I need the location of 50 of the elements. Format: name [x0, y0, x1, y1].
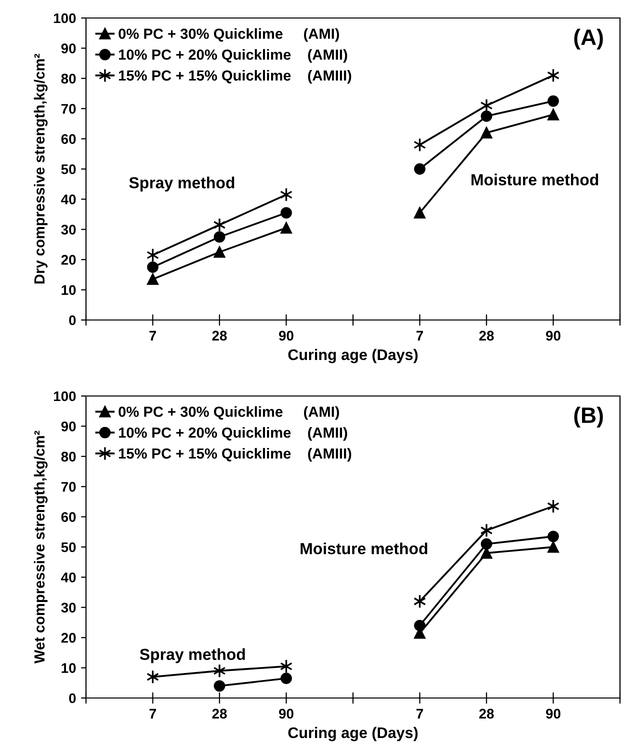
x-axis-title: Curing age (Days)	[288, 726, 418, 742]
x-tick-label: 7	[149, 330, 156, 340]
y-tick-label: 90	[61, 44, 76, 54]
annotation: (B)	[574, 406, 603, 428]
x-axis-title: Curing age (Days)	[288, 348, 418, 364]
x-tick-label: 7	[416, 708, 423, 718]
annotation: (A)	[574, 28, 603, 50]
legend-label: 15% PC + 15% Quicklime (AMIII)	[119, 70, 352, 84]
y-tick-label: 10	[62, 663, 76, 673]
y-tick-label: 100	[54, 391, 76, 402]
x-tick-label: 28	[479, 708, 494, 719]
y-tick-label: 60	[61, 134, 76, 144]
y-tick-label: 80	[61, 74, 76, 84]
y-tick-label: 30	[61, 224, 76, 235]
y-tick-label: 100	[54, 13, 76, 24]
y-tick-label: 40	[61, 194, 76, 204]
y-tick-label: 10	[62, 285, 76, 295]
y-axis-title: Wet compressive strength,kg/cm²	[34, 430, 48, 664]
legend-label: 0% PC + 30% Quicklime (AMI)	[118, 28, 340, 42]
annotation: Moisture method	[300, 542, 428, 554]
x-tick-label: 7	[416, 330, 423, 340]
y-tick-label: 20	[61, 632, 76, 643]
y-tick-label: 0	[69, 693, 76, 704]
annotation: Spray method	[140, 648, 245, 664]
legend-label: 10% PC + 20% Quicklime (AMII)	[119, 427, 348, 441]
y-tick-label: 40	[61, 572, 76, 582]
x-tick-label: 7	[149, 708, 156, 718]
x-tick-label: 90	[279, 330, 294, 341]
legend-label: 10% PC + 20% Quicklime (AMII)	[119, 49, 348, 63]
x-tick-label: 28	[212, 708, 227, 719]
legend-label: 15% PC + 15% Quicklime (AMIII)	[119, 448, 352, 462]
annotation: Spray method	[129, 176, 234, 192]
y-tick-label: 0	[69, 315, 76, 326]
y-tick-label: 30	[61, 602, 76, 613]
y-tick-label: 50	[61, 542, 76, 552]
x-tick-label: 90	[279, 708, 294, 719]
y-tick-label: 90	[61, 422, 76, 432]
legend-label: 0% PC + 30% Quicklime (AMI)	[118, 406, 340, 420]
y-tick-label: 70	[61, 482, 76, 492]
x-tick-label: 28	[212, 330, 227, 341]
y-tick-label: 60	[61, 512, 76, 522]
y-tick-label: 70	[61, 104, 76, 114]
annotation: Moisture method	[472, 174, 598, 186]
y-tick-label: 50	[61, 164, 76, 174]
x-tick-label: 28	[479, 330, 494, 341]
y-axis-title: Dry compressive strength,kg/cm²	[34, 54, 48, 284]
x-tick-label: 90	[546, 708, 560, 719]
x-tick-label: 90	[546, 330, 560, 341]
y-tick-label: 80	[61, 452, 76, 462]
y-tick-label: 20	[61, 254, 76, 265]
